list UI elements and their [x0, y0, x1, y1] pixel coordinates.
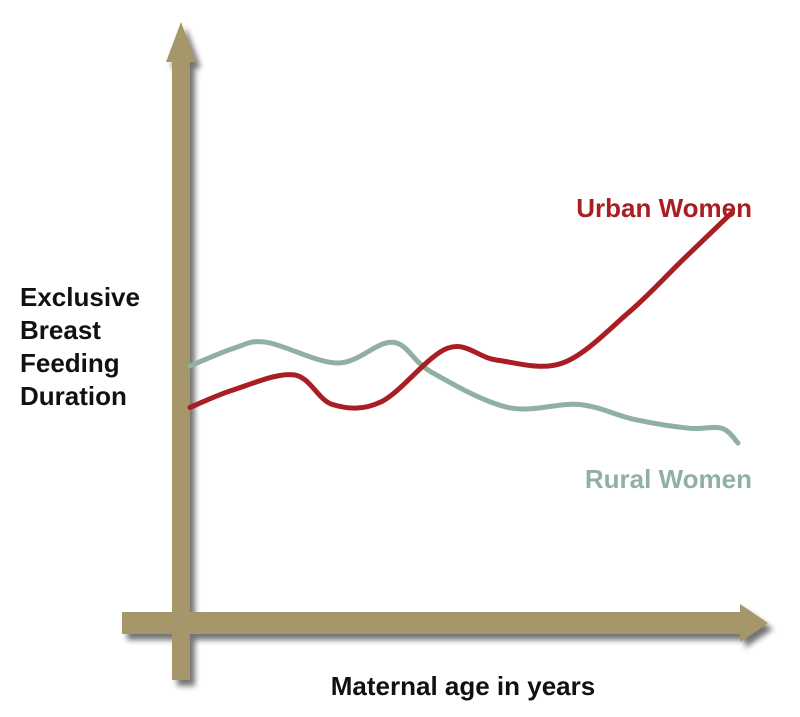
series-label-urban: Urban Women: [576, 193, 752, 223]
y-axis-label-line: Breast: [20, 315, 101, 345]
y-axis-label-line: Feeding: [20, 348, 120, 378]
y-axis-label-line: Duration: [20, 381, 127, 411]
series-line-urban-women: [187, 209, 735, 411]
series-layer: [187, 209, 741, 446]
y-axis: [166, 22, 196, 680]
y-axis-label: Exclusive Breast Feeding Duration: [20, 282, 147, 411]
y-axis-label-line: Exclusive: [20, 282, 140, 312]
x-axis: [122, 604, 768, 642]
series-line-rural-women: [187, 339, 741, 446]
series-label-rural: Rural Women: [585, 464, 752, 494]
x-axis-label: Maternal age in years: [331, 671, 595, 701]
axes: [122, 22, 768, 680]
